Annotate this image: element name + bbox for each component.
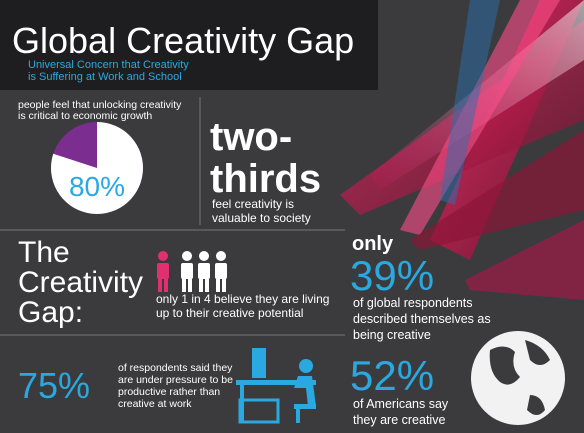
caption: only 1 in 4 believe they are living — [156, 292, 329, 306]
stat-value: 39% — [350, 252, 434, 299]
globe-land — [489, 340, 550, 415]
caption: creative at work — [118, 398, 192, 410]
title: Global Creativity Gap — [12, 20, 354, 61]
stat-value: 75% — [18, 365, 90, 406]
people-icons — [157, 251, 227, 292]
headline: Creativity — [18, 266, 143, 299]
caption: being creative — [353, 328, 431, 342]
caption: people feel that unlocking creativity — [18, 99, 182, 111]
headline: thirds — [210, 157, 321, 201]
caption: are under pressure to be — [118, 374, 233, 386]
headline: The — [18, 236, 70, 269]
caption: they are creative — [353, 413, 445, 427]
pie-slice — [51, 122, 144, 214]
caption: feel creativity is — [212, 197, 294, 211]
subtitle: is Suffering at Work and School — [28, 71, 182, 83]
prefix: only — [352, 233, 394, 255]
caption: is critical to economic growth — [18, 110, 152, 122]
headline: two- — [210, 115, 292, 159]
caption: valuable to society — [212, 211, 311, 225]
caption: productive rather than — [118, 386, 220, 398]
decorative-rays — [340, 0, 584, 300]
subtitle: Universal Concern that Creativity — [28, 59, 189, 71]
caption: of Americans say — [353, 397, 449, 411]
desk-icon — [236, 348, 316, 424]
caption: of global respondents — [353, 296, 473, 310]
headline: Gap: — [18, 296, 83, 329]
stat-value: 52% — [350, 352, 434, 399]
caption: of respondents said they — [118, 362, 233, 374]
caption: described themselves as — [353, 312, 491, 326]
header-box — [0, 0, 378, 90]
caption: up to their creative potential — [156, 306, 303, 320]
pie-label: 80% — [69, 171, 125, 202]
